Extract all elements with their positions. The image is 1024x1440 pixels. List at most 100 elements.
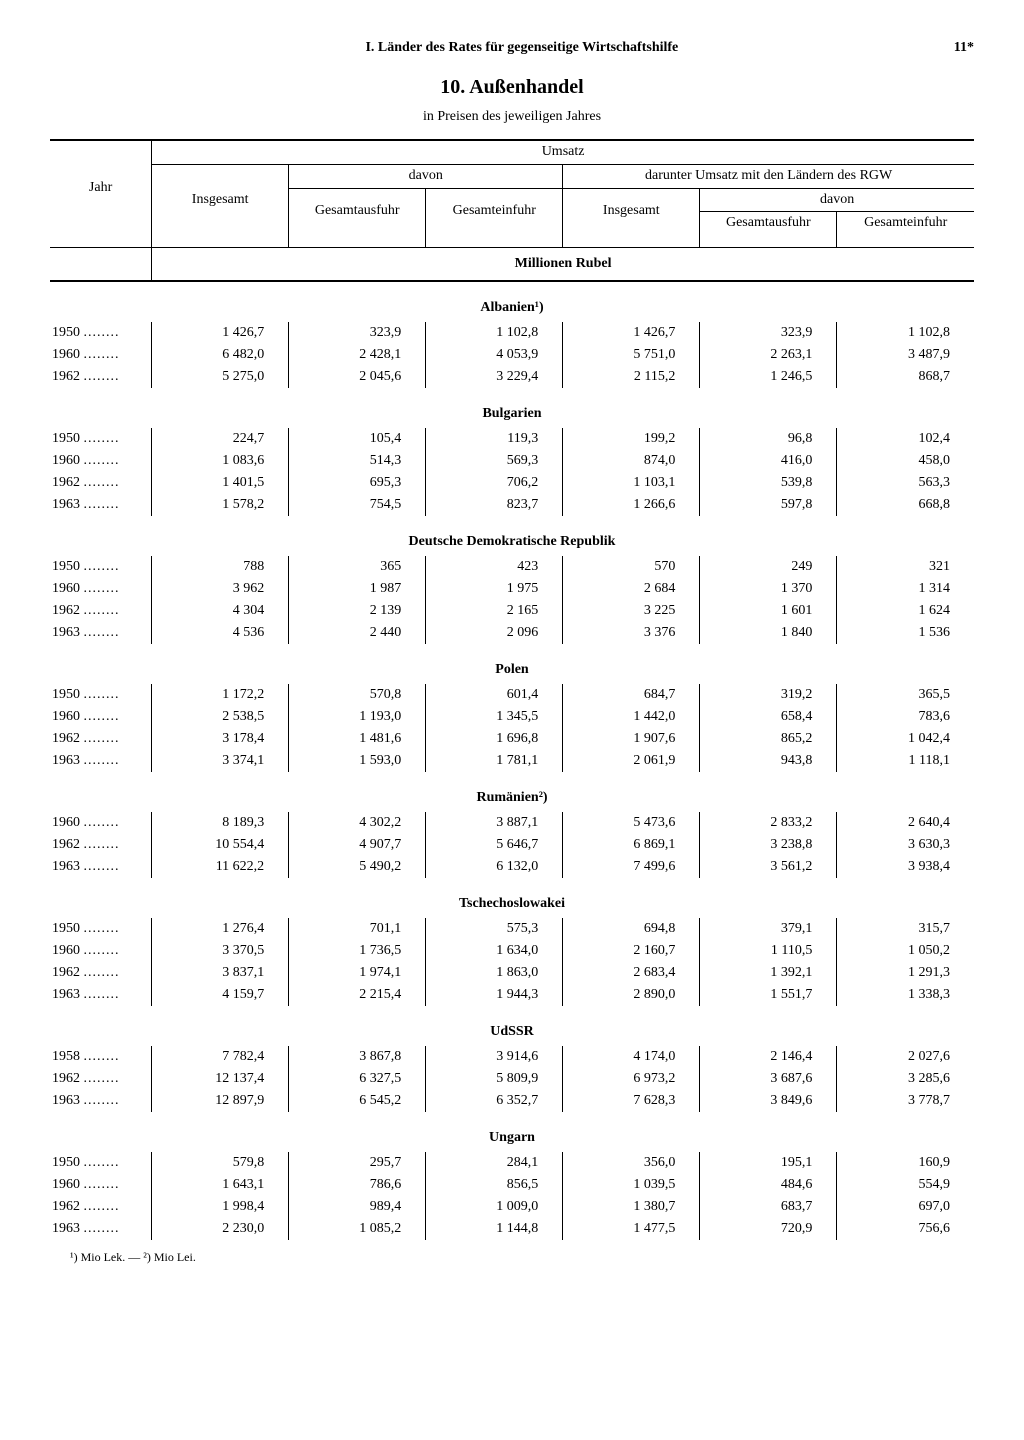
table-header: Jahr Umsatz Insgesamt davon darunter Ums… xyxy=(50,140,974,281)
cell-year: 1950 ........ xyxy=(50,918,152,940)
cell-value: 720,9 xyxy=(700,1218,837,1240)
cell-value: 6 327,5 xyxy=(289,1068,426,1090)
cell-value: 5 809,9 xyxy=(426,1068,563,1090)
table-row: 1960 ........1 083,6514,3569,3874,0416,0… xyxy=(50,450,974,472)
cell-year: 1963 ........ xyxy=(50,1218,152,1240)
section-heading: Deutsche Demokratische Republik xyxy=(50,516,974,556)
cell-value: 416,0 xyxy=(700,450,837,472)
cell-value: 2 230,0 xyxy=(152,1218,289,1240)
cell-value: 2 027,6 xyxy=(837,1046,974,1068)
cell-value: 323,9 xyxy=(289,322,426,344)
table-row: 1963 ........12 897,96 545,26 352,77 628… xyxy=(50,1090,974,1112)
cell-value: 3 914,6 xyxy=(426,1046,563,1068)
cell-value: 379,1 xyxy=(700,918,837,940)
cell-value: 5 646,7 xyxy=(426,834,563,856)
cell-value: 2 165 xyxy=(426,600,563,622)
cell-value: 1 102,8 xyxy=(426,322,563,344)
cell-value: 4 536 xyxy=(152,622,289,644)
cell-value: 563,3 xyxy=(837,472,974,494)
cell-year: 1963 ........ xyxy=(50,1090,152,1112)
cell-value: 695,3 xyxy=(289,472,426,494)
cell-value: 5 751,0 xyxy=(563,344,700,366)
hdr-ausfuhr-2: Gesamtausfuhr xyxy=(700,212,837,235)
section-heading: Albanien¹) xyxy=(50,281,974,322)
cell-value: 1 696,8 xyxy=(426,728,563,750)
cell-year: 1962 ........ xyxy=(50,728,152,750)
table-row: 1960 ........3 370,51 736,51 634,02 160,… xyxy=(50,940,974,962)
cell-value: 569,3 xyxy=(426,450,563,472)
cell-value: 1 426,7 xyxy=(152,322,289,344)
hdr-ausfuhr-1: Gesamtausfuhr xyxy=(289,188,426,235)
cell-value: 756,6 xyxy=(837,1218,974,1240)
cell-value: 1 401,5 xyxy=(152,472,289,494)
cell-value: 874,0 xyxy=(563,450,700,472)
cell-value: 3 687,6 xyxy=(700,1068,837,1090)
cell-value: 3 938,4 xyxy=(837,856,974,878)
cell-value: 12 897,9 xyxy=(152,1090,289,1112)
cell-value: 458,0 xyxy=(837,450,974,472)
cell-value: 2 684 xyxy=(563,578,700,600)
hdr-einfuhr-2: Gesamteinfuhr xyxy=(837,212,974,235)
cell-value: 2 263,1 xyxy=(700,344,837,366)
cell-value: 6 545,2 xyxy=(289,1090,426,1112)
cell-value: 684,7 xyxy=(563,684,700,706)
cell-value: 2 890,0 xyxy=(563,984,700,1006)
cell-value: 1 840 xyxy=(700,622,837,644)
footnote: ¹) Mio Lek. — ²) Mio Lei. xyxy=(50,1250,974,1265)
cell-year: 1950 ........ xyxy=(50,556,152,578)
cell-value: 2 640,4 xyxy=(837,812,974,834)
hdr-davon-2: davon xyxy=(700,188,974,212)
table-row: 1950 ........1 426,7323,91 102,81 426,73… xyxy=(50,322,974,344)
table-row: 1960 ........6 482,02 428,14 053,95 751,… xyxy=(50,344,974,366)
cell-value: 2 061,9 xyxy=(563,750,700,772)
cell-value: 1 103,1 xyxy=(563,472,700,494)
cell-value: 365 xyxy=(289,556,426,578)
cell-value: 1 601 xyxy=(700,600,837,622)
cell-value: 102,4 xyxy=(837,428,974,450)
cell-value: 3 225 xyxy=(563,600,700,622)
cell-value: 694,8 xyxy=(563,918,700,940)
cell-value: 1 907,6 xyxy=(563,728,700,750)
table-row: 1960 ........2 538,51 193,01 345,51 442,… xyxy=(50,706,974,728)
section-heading: Rumänien²) xyxy=(50,772,974,812)
table-row: 1962 ........12 137,46 327,55 809,96 973… xyxy=(50,1068,974,1090)
table-row: 1962 ........3 837,11 974,11 863,02 683,… xyxy=(50,962,974,984)
cell-value: 2 683,4 xyxy=(563,962,700,984)
cell-value: 8 189,3 xyxy=(152,812,289,834)
cell-value: 1 370 xyxy=(700,578,837,600)
cell-year: 1962 ........ xyxy=(50,366,152,388)
section-heading: Bulgarien xyxy=(50,388,974,428)
table-row: 1963 ........1 578,2754,5823,71 266,6597… xyxy=(50,494,974,516)
cell-value: 7 499,6 xyxy=(563,856,700,878)
cell-value: 2 115,2 xyxy=(563,366,700,388)
cell-value: 701,1 xyxy=(289,918,426,940)
cell-year: 1950 ........ xyxy=(50,428,152,450)
cell-year: 1950 ........ xyxy=(50,684,152,706)
cell-value: 284,1 xyxy=(426,1152,563,1174)
cell-value: 160,9 xyxy=(837,1152,974,1174)
table-row: 1963 ........11 622,25 490,26 132,07 499… xyxy=(50,856,974,878)
table-row: 1950 ........579,8295,7284,1356,0195,116… xyxy=(50,1152,974,1174)
cell-value: 570 xyxy=(563,556,700,578)
cell-value: 199,2 xyxy=(563,428,700,450)
cell-value: 1 863,0 xyxy=(426,962,563,984)
cell-value: 1 338,3 xyxy=(837,984,974,1006)
cell-value: 4 302,2 xyxy=(289,812,426,834)
table-row: 1958 ........7 782,43 867,83 914,64 174,… xyxy=(50,1046,974,1068)
table-row: 1963 ........2 230,01 085,21 144,81 477,… xyxy=(50,1218,974,1240)
hdr-insgesamt-2: Insgesamt xyxy=(563,188,700,235)
cell-value: 3 285,6 xyxy=(837,1068,974,1090)
running-head: I. Länder des Rates für gegenseitige Wir… xyxy=(90,40,954,56)
cell-value: 1 118,1 xyxy=(837,750,974,772)
cell-value: 989,4 xyxy=(289,1196,426,1218)
cell-value: 1 083,6 xyxy=(152,450,289,472)
table-row: 1962 ........1 998,4989,41 009,01 380,76… xyxy=(50,1196,974,1218)
cell-value: 3 229,4 xyxy=(426,366,563,388)
cell-value: 12 137,4 xyxy=(152,1068,289,1090)
table-row: 1950 ........788365423570249321 xyxy=(50,556,974,578)
cell-value: 6 352,7 xyxy=(426,1090,563,1112)
cell-value: 6 482,0 xyxy=(152,344,289,366)
cell-value: 315,7 xyxy=(837,918,974,940)
cell-value: 783,6 xyxy=(837,706,974,728)
hdr-unit: Millionen Rubel xyxy=(152,248,974,282)
